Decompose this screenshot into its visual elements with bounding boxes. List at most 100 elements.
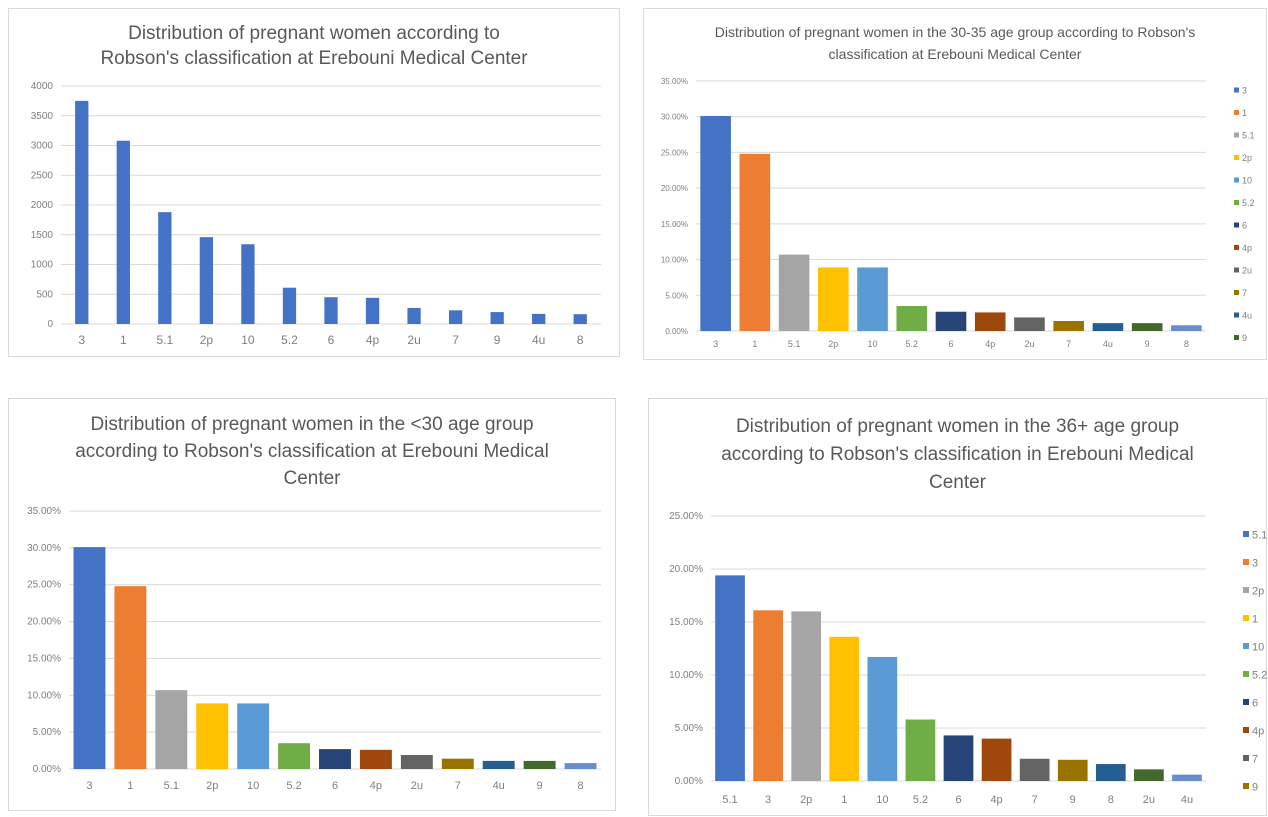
x-tick-label: 4p	[370, 780, 382, 792]
x-tick-label: 2u	[411, 780, 423, 792]
legend-swatch	[1243, 755, 1249, 761]
legend-swatch	[1234, 155, 1239, 160]
y-tick-label: 15.00%	[669, 617, 703, 628]
x-tick-label: 9	[537, 780, 543, 792]
legend-label: 5.1	[1242, 131, 1255, 141]
x-tick-label: 6	[955, 794, 961, 806]
x-tick-label: 2u	[1024, 339, 1034, 349]
y-tick-label: 15.00%	[661, 220, 688, 229]
x-tick-label: 3	[86, 780, 92, 792]
y-tick-label: 0.00%	[665, 327, 688, 336]
bar-3	[753, 610, 783, 781]
x-tick-label: 3	[78, 333, 85, 347]
bar-7	[1053, 321, 1084, 331]
bar-8	[1171, 325, 1202, 331]
legend-label: 2p	[1242, 153, 1252, 163]
y-tick-label: 30.00%	[27, 543, 61, 554]
y-tick-label: 15.00%	[27, 653, 61, 664]
x-tick-label: 1	[841, 794, 847, 806]
legend-label: 9	[1252, 781, 1258, 793]
x-tick-label: 7	[452, 333, 459, 347]
bar-10	[237, 703, 270, 769]
bar-9	[1057, 759, 1088, 781]
chart-title: Distribution of pregnant women in the <3…	[75, 414, 549, 489]
legend-label: 2p	[1252, 585, 1264, 597]
legend-swatch	[1243, 559, 1249, 565]
x-tick-label: 10	[247, 780, 259, 792]
bar-4p	[359, 749, 392, 769]
bar-2u	[1134, 769, 1164, 781]
legend-label: 5.2	[1252, 669, 1267, 681]
bar-4u	[532, 313, 546, 324]
x-tick-label: 8	[577, 780, 583, 792]
legend-label: 5.2	[1242, 198, 1255, 208]
bar-3	[73, 547, 106, 769]
bar-5.1	[715, 575, 745, 781]
chart-panel-30-35: Distribution of pregnant women in the 30…	[643, 8, 1267, 360]
legend-label: 7	[1242, 288, 1247, 298]
x-tick-label: 1	[120, 333, 127, 347]
bar-5.1	[778, 254, 810, 331]
x-tick-label: 4p	[366, 333, 380, 347]
y-tick-label: 2000	[31, 200, 54, 211]
x-tick-label: 4p	[990, 794, 1002, 806]
bar-5.2	[896, 306, 928, 331]
bar-1	[116, 140, 130, 324]
bar-2u	[1014, 317, 1045, 331]
legend-swatch	[1234, 87, 1239, 93]
bar-4u	[1092, 323, 1124, 331]
x-tick-label: 7	[455, 780, 461, 792]
legend-swatch	[1234, 290, 1239, 295]
legend-swatch	[1234, 110, 1239, 115]
bar-5.1	[155, 690, 188, 769]
legend-swatch	[1234, 132, 1239, 138]
bar-2p	[196, 703, 229, 769]
bar-4u	[1172, 774, 1202, 781]
bar-1	[114, 586, 147, 769]
legend-swatch	[1243, 531, 1249, 537]
legend-label: 1	[1242, 108, 1247, 118]
legend-label: 5.1	[1252, 529, 1267, 541]
x-tick-label: 2p	[800, 794, 812, 806]
x-tick-label: 9	[1070, 794, 1076, 806]
y-tick-label: 30.00%	[661, 113, 688, 122]
y-tick-label: 5.00%	[675, 723, 703, 734]
x-tick-label: 4p	[985, 339, 995, 349]
bar-10	[241, 244, 255, 324]
y-tick-label: 10.00%	[27, 690, 61, 701]
y-tick-label: 0.00%	[675, 776, 703, 787]
bar-6	[324, 297, 338, 324]
bar-2u	[407, 307, 421, 324]
y-tick-label: 5.00%	[665, 291, 688, 300]
chart-panel-36-plus: Distribution of pregnant women in the 36…	[648, 398, 1267, 816]
legend-label: 3	[1252, 557, 1258, 569]
x-tick-label: 10	[868, 339, 878, 349]
legend-swatch	[1234, 312, 1239, 318]
x-tick-label: 7	[1032, 794, 1038, 806]
x-tick-label: 3	[713, 339, 718, 349]
bar-5.2	[282, 287, 297, 324]
x-tick-label: 8	[1184, 339, 1189, 349]
legend-label: 9	[1242, 333, 1247, 343]
bar-chart-under-30: 0.00% 5.00% 10.00% 15.00% 20.00% 25.00% 30.00%…	[27, 506, 601, 792]
legend-label: 4p	[1252, 725, 1264, 737]
legend-label: 2u	[1242, 266, 1252, 276]
x-tick-label: 5.1	[722, 794, 737, 806]
x-tick-label: 9	[1145, 339, 1150, 349]
legend-label: 4u	[1242, 311, 1252, 321]
bar-7	[448, 310, 463, 324]
x-tick-label: 5.2	[286, 780, 301, 792]
x-tick-label: 6	[328, 333, 335, 347]
y-tick-label: 500	[36, 289, 53, 300]
y-tick-label: 35.00%	[661, 77, 688, 86]
bar-chart-36-plus: 0.00% 5.00% 10.00% 15.00% 20.00% 25.00% 5.1 3 2p…	[669, 511, 1267, 806]
legend-swatch	[1243, 699, 1249, 705]
x-tick-label: 1	[752, 339, 757, 349]
x-tick-label: 5.1	[788, 339, 801, 349]
x-tick-label: 5.2	[913, 794, 928, 806]
x-tick-label: 2u	[1143, 794, 1155, 806]
bar-4p	[981, 738, 1012, 781]
bar-9	[1131, 323, 1163, 331]
bar-9	[490, 312, 504, 324]
legend-swatch	[1243, 727, 1249, 733]
